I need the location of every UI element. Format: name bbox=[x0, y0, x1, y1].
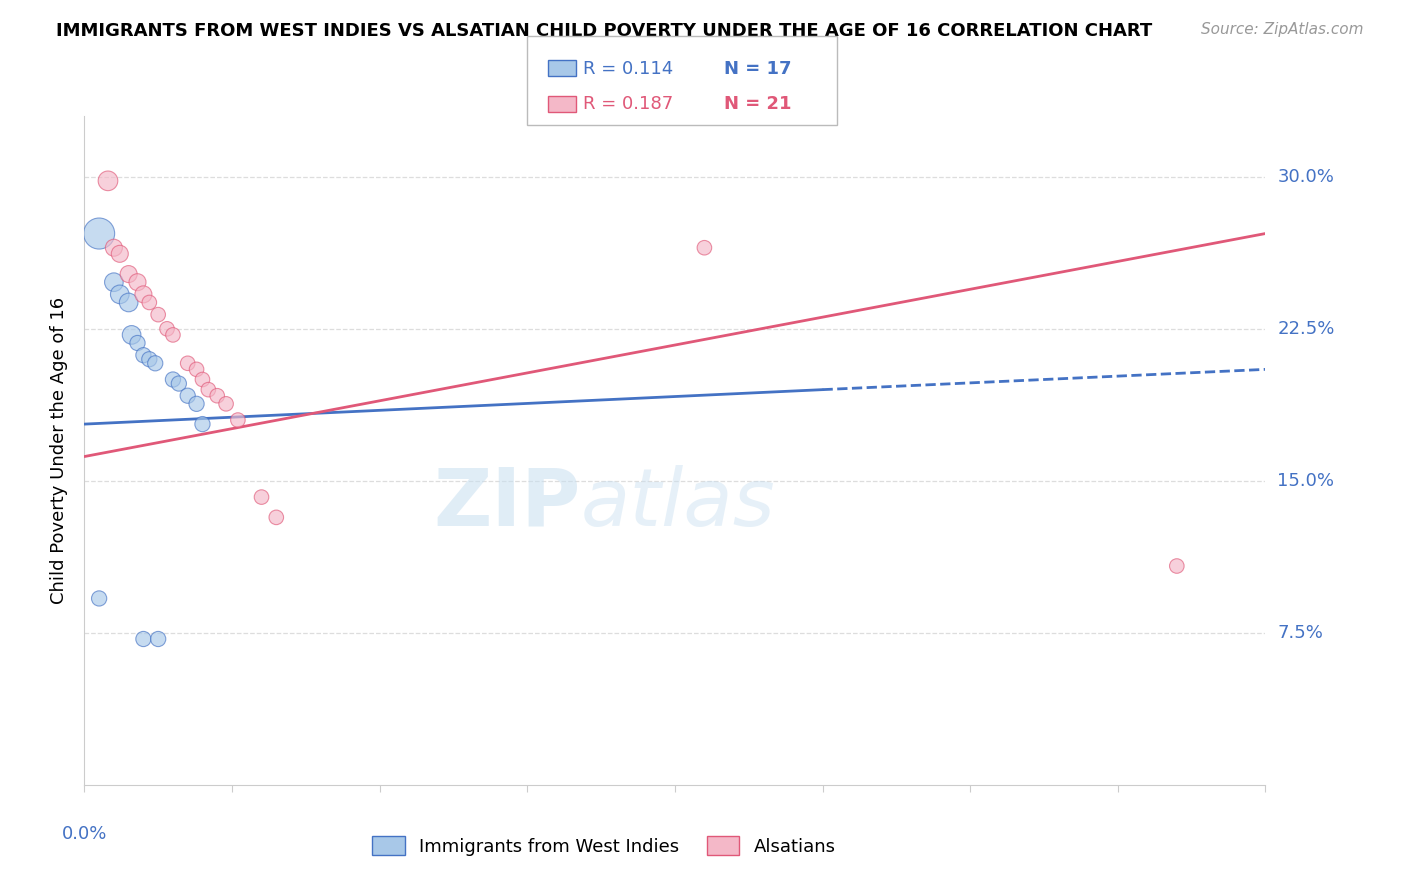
Text: IMMIGRANTS FROM WEST INDIES VS ALSATIAN CHILD POVERTY UNDER THE AGE OF 16 CORREL: IMMIGRANTS FROM WEST INDIES VS ALSATIAN … bbox=[56, 22, 1153, 40]
Text: 15.0%: 15.0% bbox=[1277, 472, 1334, 490]
Legend: Immigrants from West Indies, Alsatians: Immigrants from West Indies, Alsatians bbox=[366, 829, 842, 863]
Text: Source: ZipAtlas.com: Source: ZipAtlas.com bbox=[1201, 22, 1364, 37]
Point bbox=[226, 413, 249, 427]
Text: N = 17: N = 17 bbox=[724, 60, 792, 78]
Text: atlas: atlas bbox=[581, 465, 775, 543]
Text: R = 0.114: R = 0.114 bbox=[583, 60, 673, 78]
Point bbox=[197, 383, 219, 397]
Point bbox=[132, 287, 155, 301]
Point bbox=[87, 591, 111, 606]
Point bbox=[177, 356, 200, 370]
Point bbox=[138, 352, 160, 367]
Point bbox=[162, 327, 184, 342]
Point bbox=[186, 397, 208, 411]
Point bbox=[186, 362, 208, 376]
Point bbox=[250, 490, 273, 504]
Point bbox=[127, 336, 149, 351]
Point bbox=[1166, 559, 1188, 574]
Point bbox=[87, 227, 111, 241]
Point bbox=[138, 295, 160, 310]
Point bbox=[103, 241, 125, 255]
Point bbox=[148, 308, 170, 322]
Point bbox=[132, 348, 155, 362]
Point bbox=[108, 247, 131, 261]
Y-axis label: Child Poverty Under the Age of 16: Child Poverty Under the Age of 16 bbox=[51, 297, 69, 604]
Text: 0.0%: 0.0% bbox=[62, 825, 107, 843]
Text: 7.5%: 7.5% bbox=[1277, 624, 1323, 642]
Point bbox=[693, 241, 716, 255]
Point bbox=[177, 389, 200, 403]
Text: ZIP: ZIP bbox=[433, 465, 581, 543]
Point bbox=[264, 510, 288, 524]
Point bbox=[97, 174, 120, 188]
Text: R = 0.187: R = 0.187 bbox=[583, 95, 673, 113]
Point bbox=[191, 417, 214, 431]
Text: 22.5%: 22.5% bbox=[1277, 320, 1334, 338]
Point bbox=[118, 295, 141, 310]
Point bbox=[162, 372, 184, 386]
Point bbox=[215, 397, 238, 411]
Point bbox=[205, 389, 228, 403]
Point bbox=[121, 327, 143, 342]
Point bbox=[191, 372, 214, 386]
Point bbox=[148, 632, 170, 646]
Point bbox=[118, 267, 141, 281]
Point bbox=[127, 275, 149, 289]
Point bbox=[108, 287, 131, 301]
Text: 30.0%: 30.0% bbox=[1277, 168, 1334, 186]
Point bbox=[132, 632, 155, 646]
Text: N = 21: N = 21 bbox=[724, 95, 792, 113]
Point bbox=[103, 275, 125, 289]
Point bbox=[143, 356, 166, 370]
Point bbox=[167, 376, 190, 391]
Point bbox=[156, 322, 179, 336]
